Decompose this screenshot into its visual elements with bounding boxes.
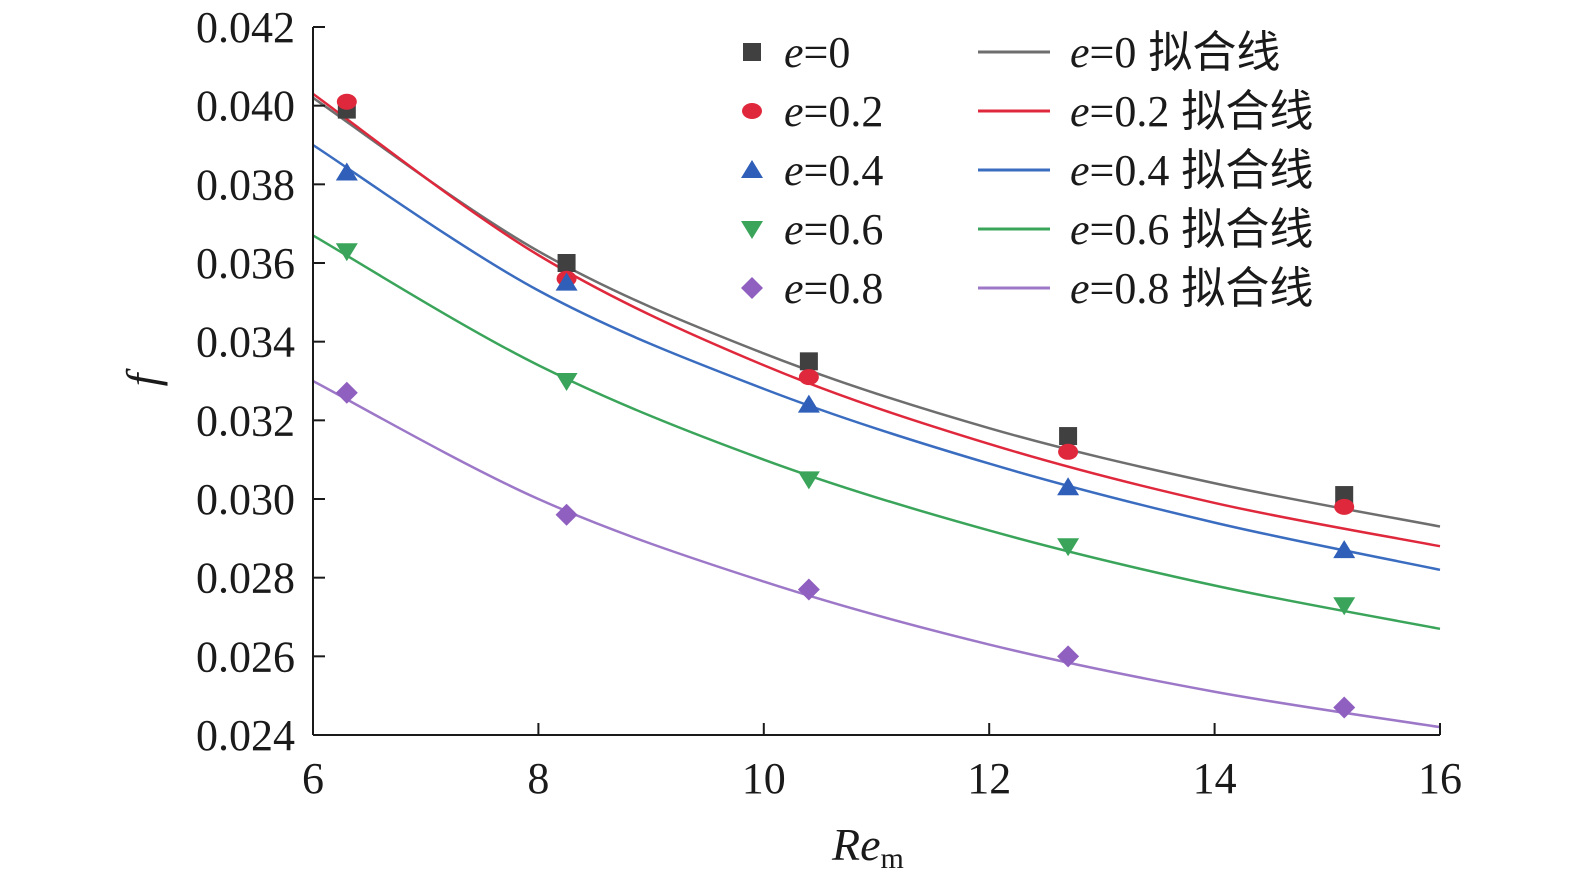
x-tick-label: 14 <box>1193 754 1237 803</box>
fit-line <box>312 234 1441 631</box>
legend-label-var: e <box>784 264 804 313</box>
legend-label-value: =0 <box>1090 28 1137 77</box>
legend-label-var: e <box>784 146 804 195</box>
y-tick-label: 0.028 <box>196 554 295 603</box>
legend-marker <box>741 160 763 178</box>
legend-label: e=0.6 <box>784 205 883 254</box>
x-tick-label: 6 <box>302 754 324 803</box>
data-point <box>1333 540 1356 559</box>
legend-label-suffix: 拟合线 <box>1181 146 1313 195</box>
legend-label-var: e <box>1070 87 1090 136</box>
legend-marker <box>741 277 763 299</box>
data-point <box>555 373 578 391</box>
legend-label-value: =0 <box>804 28 851 77</box>
fit-lines <box>312 92 1441 729</box>
axes <box>312 27 1440 736</box>
data-point <box>797 471 820 490</box>
data-point <box>1057 645 1080 668</box>
legend-label-var: e <box>1070 146 1090 195</box>
legend-label-value: =0.6 <box>1090 205 1170 254</box>
data-point <box>1335 486 1354 505</box>
data-point <box>798 369 819 386</box>
legend-marker <box>742 103 762 119</box>
data-point <box>557 254 576 272</box>
legend-label-suffix: 拟合线 <box>1148 28 1280 77</box>
data-point <box>1057 538 1080 557</box>
y-tick-label: 0.034 <box>196 318 295 367</box>
y-tick-label: 0.032 <box>196 396 295 445</box>
x-tick-label: 12 <box>967 754 1011 803</box>
legend-label: e=0.2 <box>784 87 883 136</box>
legend-label: e=0.6 拟合线 <box>1070 205 1313 254</box>
legend-label: e=0 <box>784 28 850 77</box>
legend-label-suffix: 拟合线 <box>1181 205 1313 254</box>
legend-label-var: e <box>1070 28 1090 77</box>
data-point <box>1333 696 1356 719</box>
ticks: 6 8 10 12 14 16 0.024 0.026 0.028 0.030 0.032 0.034… <box>196 3 1462 803</box>
legend-label-value: =0.6 <box>804 205 884 254</box>
y-tick-label: 0.036 <box>196 239 295 288</box>
y-tick-label: 0.026 <box>196 632 295 681</box>
data-point <box>555 272 578 291</box>
legend-label-value: =0.4 <box>804 146 884 195</box>
legend-label-var: e <box>1070 205 1090 254</box>
fit-line <box>312 143 1441 572</box>
legend-label: e=0.4 拟合线 <box>1070 146 1313 195</box>
data-point <box>335 162 358 181</box>
data-point <box>1333 597 1356 616</box>
data-point <box>1058 443 1079 460</box>
data-point <box>1334 498 1355 515</box>
y-tick-label: 0.042 <box>196 3 295 52</box>
data-point <box>797 578 820 601</box>
legend-marker <box>743 43 761 61</box>
fit-line <box>312 96 1441 528</box>
x-axis-title-main: Re <box>831 819 881 870</box>
legend-label: e=0.4 <box>784 146 883 195</box>
legend-label: e=0.8 拟合线 <box>1070 264 1313 313</box>
legend-label-var: e <box>784 87 804 136</box>
data-point <box>336 93 357 110</box>
legend-label-suffix: 拟合线 <box>1181 87 1313 136</box>
legend-marker <box>741 221 763 239</box>
x-tick-label: 8 <box>527 754 549 803</box>
x-tick-label: 10 <box>742 754 786 803</box>
data-point <box>555 503 578 526</box>
data-point <box>1059 427 1078 446</box>
data-point <box>335 243 358 262</box>
x-axis-title-subscript: m <box>881 842 904 875</box>
y-tick-label: 0.038 <box>196 160 295 209</box>
legend-label: e=0 拟合线 <box>1070 28 1280 77</box>
legend-label-value: =0.8 <box>1090 264 1170 313</box>
data-points <box>335 93 1356 719</box>
data-point <box>797 394 820 413</box>
legend-label-value: =0.8 <box>804 264 884 313</box>
data-point <box>799 352 818 371</box>
x-axis-title: Rem <box>831 819 904 875</box>
y-tick-label: 0.040 <box>196 82 295 131</box>
legend-label-value: =0.2 <box>804 87 884 136</box>
data-point <box>335 381 358 404</box>
legend-label: e=0.8 <box>784 264 883 313</box>
legend-label-value: =0.4 <box>1090 146 1170 195</box>
y-tick-label: 0.024 <box>196 711 295 760</box>
legend-label: e=0.2 拟合线 <box>1070 87 1313 136</box>
x-tick-label: 16 <box>1418 754 1462 803</box>
y-axis-title: f <box>117 367 168 386</box>
y-tick-label: 0.030 <box>196 475 295 524</box>
legend-label-var: e <box>784 205 804 254</box>
fit-line <box>312 92 1441 548</box>
legend-label-suffix: 拟合线 <box>1181 264 1313 313</box>
data-point <box>1057 477 1080 496</box>
legend-label-value: =0.2 <box>1090 87 1170 136</box>
legend-label-var: e <box>1070 264 1090 313</box>
legend-label-var: e <box>784 28 804 77</box>
fit-line <box>312 379 1441 729</box>
